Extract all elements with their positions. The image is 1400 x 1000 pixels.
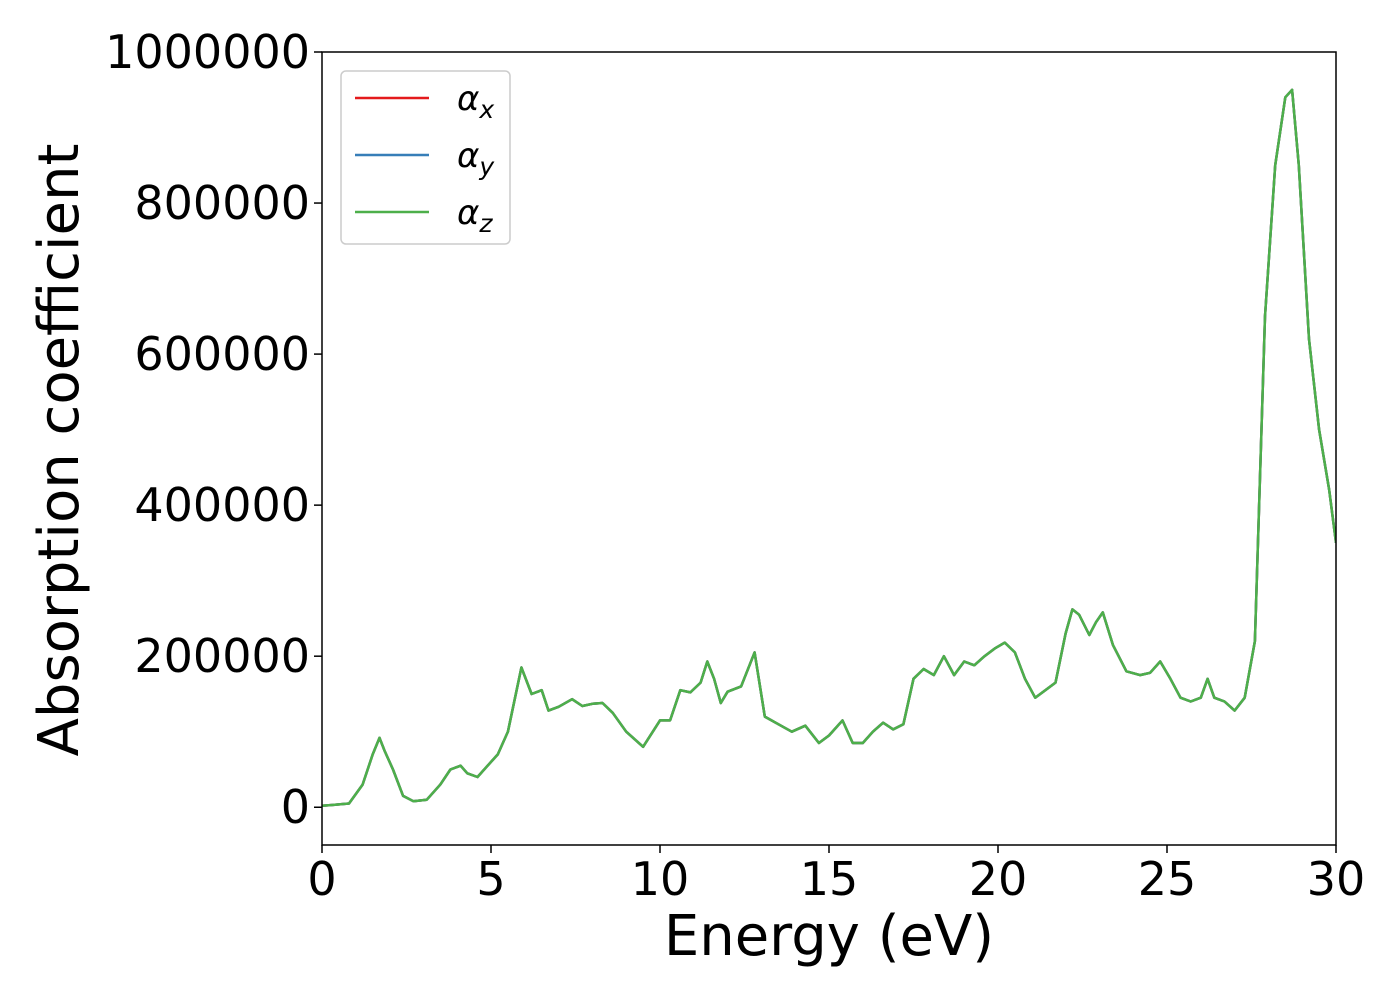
x-axis-label: Energy (eV) (664, 904, 994, 969)
y-tick-label: 0 (281, 780, 310, 834)
y-tick-label: 600000 (134, 327, 310, 381)
x-tick-label: 25 (1138, 852, 1197, 906)
y-tick-label: 1000000 (105, 25, 310, 79)
x-tick-label: 5 (476, 852, 505, 906)
legend-frame (340, 70, 511, 245)
legend: αx αy αz (340, 70, 511, 245)
y-axis: 0 200000 400000 600000 800000 1000000 (105, 25, 322, 834)
x-tick-label: 20 (969, 852, 1028, 906)
x-tick-label: 10 (631, 852, 690, 906)
legend-label-3: αz (457, 193, 493, 238)
y-tick-label: 400000 (134, 478, 310, 532)
x-tick-label: 30 (1307, 852, 1366, 906)
x-axis: 0 5 10 15 20 25 30 (307, 845, 1365, 906)
x-tick-label: 15 (800, 852, 859, 906)
series-line-3 (322, 88, 1336, 807)
y-tick-label: 200000 (134, 629, 310, 683)
series-layer (322, 88, 1336, 807)
x-tick-label: 0 (307, 852, 336, 906)
legend-label-2: αy (457, 136, 495, 181)
legend-label-1: αx (457, 79, 494, 124)
y-axis-label: Absorption coefficient (27, 144, 92, 757)
y-tick-label: 800000 (134, 176, 310, 230)
